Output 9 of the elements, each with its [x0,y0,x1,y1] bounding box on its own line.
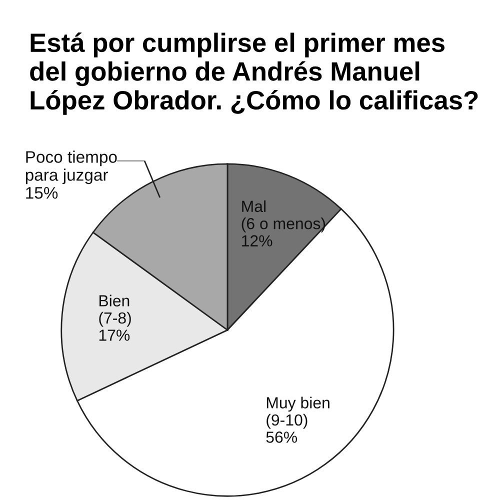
data-label: 17% [99,330,130,341]
chart-title: Está por cumplirse el primer mes del gobierno de Andrés Manuel López Obrador. ¿Cómo lo calificas? [30,32,478,115]
slice-label: Muy bien (9-10) [266,396,330,429]
data-label: 15% [26,187,58,199]
slice-label: Poco tiempo para juzgar [26,150,117,184]
slice-label: Mal (6 o menos) [242,200,326,232]
data-label: 56% [266,432,298,443]
data-label: 12% [242,235,272,246]
slice-label: Bien (7-8) [99,294,131,327]
